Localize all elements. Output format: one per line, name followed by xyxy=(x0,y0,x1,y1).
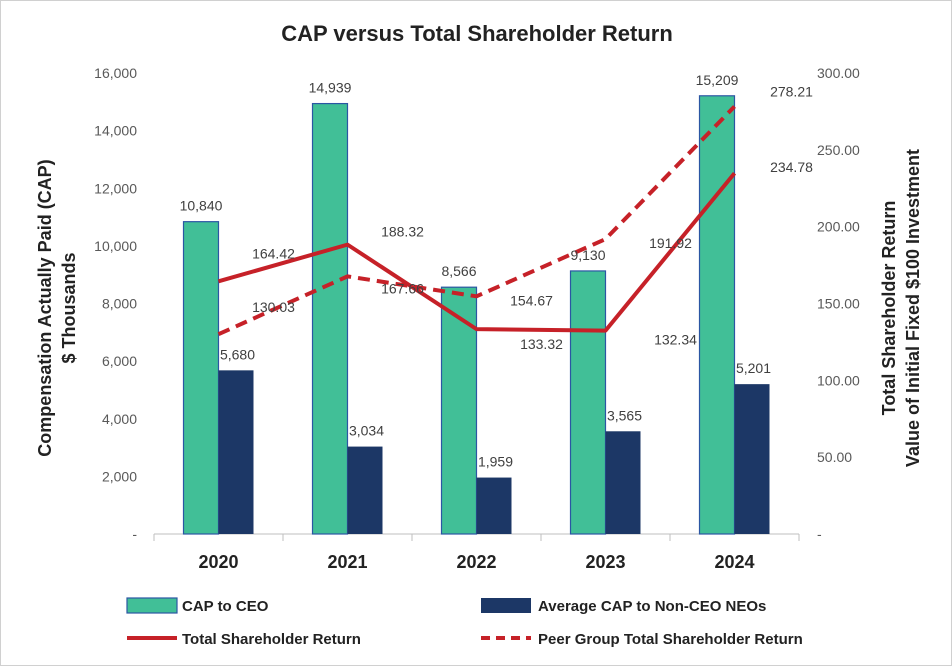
bar-average-cap xyxy=(347,446,383,534)
data-label-peer-tsr: 154.67 xyxy=(510,292,553,308)
x-tick-label: 2020 xyxy=(198,552,238,572)
axes: 2020 2021 2022 2023 2024 - 2,000 4,000 6,000 8,00… xyxy=(94,65,860,572)
bar-cap-to-ceo xyxy=(311,102,349,535)
data-label-peer-tsr: 278.21 xyxy=(770,83,813,99)
y-left-tick-label: 6,000 xyxy=(102,353,137,369)
data-label-peer-tsr: 167.66 xyxy=(381,280,424,296)
bar-average-cap xyxy=(734,384,770,534)
data-label-cap-to-ceo: 9,130 xyxy=(570,247,605,263)
data-label-average-cap: 3,565 xyxy=(607,407,642,423)
data-label-cap-to-ceo: 14,939 xyxy=(309,80,352,96)
x-tick-label: 2022 xyxy=(456,552,496,572)
legend-label-tsr: Total Shareholder Return xyxy=(182,631,361,648)
lines xyxy=(217,105,737,337)
y-axis-right-label-line-2: Value of Initial Fixed $100 Investment xyxy=(903,149,923,467)
y-axis-left-label-line-1: Compensation Actually Paid (CAP) xyxy=(35,159,55,456)
y-axis-right-label: Total Shareholder Return Value of Initia… xyxy=(879,149,923,467)
y-axis-left-label: Compensation Actually Paid (CAP) $ Thous… xyxy=(35,159,79,456)
legend-swatch-average-cap xyxy=(481,598,531,613)
legend-label-peer-tsr: Peer Group Total Shareholder Return xyxy=(538,631,803,648)
y-right-tick-label: 300.00 xyxy=(817,65,860,81)
data-label-tsr: 234.78 xyxy=(770,159,813,175)
x-tick-label: 2021 xyxy=(327,552,367,572)
y-left-tick-label: 10,000 xyxy=(94,238,137,254)
legend: CAP to CEO Average CAP to Non-CEO NEOs T… xyxy=(126,597,803,648)
y-left-tick-label: 12,000 xyxy=(94,180,137,196)
y-left-tick-label: 2,000 xyxy=(102,468,137,484)
data-label-cap-to-ceo: 10,840 xyxy=(180,198,223,214)
data-label-tsr: 164.42 xyxy=(252,245,295,261)
y-right-tick-label: 200.00 xyxy=(817,219,860,235)
legend-swatch-cap-to-ceo xyxy=(126,597,178,614)
data-label-tsr: 188.32 xyxy=(381,224,424,240)
bars xyxy=(182,95,770,535)
data-label-average-cap: 5,201 xyxy=(736,360,771,376)
y-left-tick-label: 4,000 xyxy=(102,411,137,427)
y-left-tick-label: 14,000 xyxy=(94,123,137,139)
data-label-tsr: 133.32 xyxy=(520,336,563,352)
y-right-tick-label: 50.00 xyxy=(817,449,852,465)
legend-label-cap-to-ceo: CAP to CEO xyxy=(182,598,269,615)
data-label-average-cap: 5,680 xyxy=(220,346,255,362)
line-tsr xyxy=(217,171,737,333)
bar-cap-to-ceo xyxy=(182,221,220,535)
data-label-cap-to-ceo: 15,209 xyxy=(696,72,739,88)
data-label-peer-tsr: 191.92 xyxy=(649,235,692,251)
y-right-tick-label: - xyxy=(817,526,822,542)
y-axis-right-label-line-1: Total Shareholder Return xyxy=(879,201,899,416)
line-peer-tsr xyxy=(217,105,736,337)
bar-cap-to-ceo xyxy=(440,286,478,535)
data-label-peer-tsr: 130.03 xyxy=(252,299,295,315)
bar-cap-to-ceo xyxy=(698,95,736,535)
bar-average-cap xyxy=(605,431,641,534)
x-tick-label: 2023 xyxy=(585,552,625,572)
data-labels: 10,840 5,680 14,939 3,034 8,566 1,959 9,130 3,5… xyxy=(180,72,814,470)
y-right-tick-label: 150.00 xyxy=(817,296,860,312)
bar-average-cap xyxy=(476,477,512,534)
chart-title: CAP versus Total Shareholder Return xyxy=(281,21,673,46)
bar-average-cap xyxy=(218,370,254,534)
data-label-tsr: 132.34 xyxy=(654,332,697,348)
y-left-tick-label: 16,000 xyxy=(94,65,137,81)
y-left-tick-label: - xyxy=(132,526,137,542)
data-label-average-cap: 3,034 xyxy=(349,423,384,439)
y-left-tick-label: 8,000 xyxy=(102,296,137,312)
data-label-average-cap: 1,959 xyxy=(478,454,513,470)
data-label-cap-to-ceo: 8,566 xyxy=(441,263,476,279)
y-right-tick-label: 250.00 xyxy=(817,142,860,158)
bar-cap-to-ceo xyxy=(569,270,607,535)
x-tick-label: 2024 xyxy=(714,552,754,572)
legend-label-average-cap: Average CAP to Non-CEO NEOs xyxy=(538,598,766,615)
y-right-tick-label: 100.00 xyxy=(817,372,860,388)
y-axis-left-label-line-2: $ Thousands xyxy=(59,252,79,363)
